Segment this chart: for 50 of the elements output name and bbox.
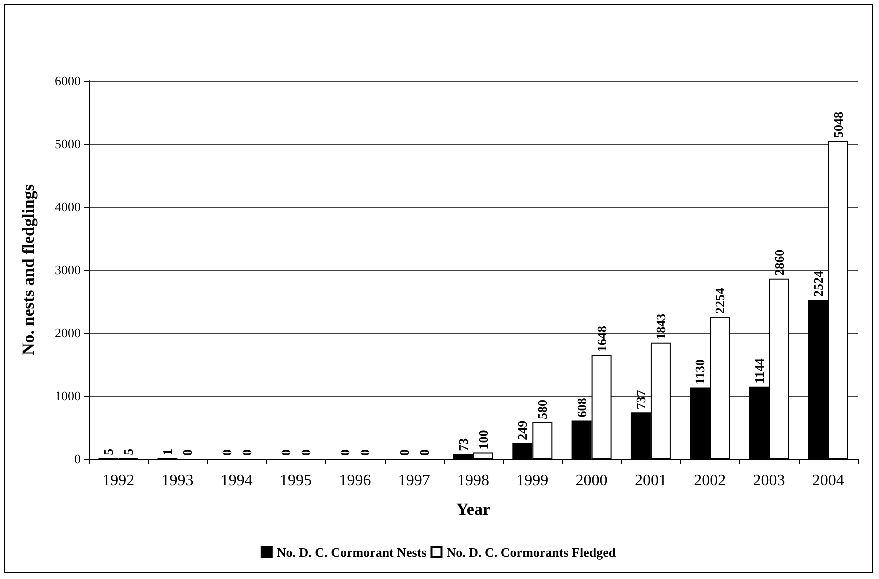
x-tick-label: 1997 xyxy=(398,472,430,490)
data-label: 1 xyxy=(160,448,176,456)
y-tick-label: 6000 xyxy=(55,74,81,88)
data-label: 0 xyxy=(219,450,234,456)
data-label: 0 xyxy=(180,450,196,456)
data-label: 2860 xyxy=(772,250,787,276)
data-label: 100 xyxy=(476,430,491,450)
y-axis-title: No. nests and fledglings xyxy=(19,184,38,356)
x-tick-label: 1998 xyxy=(458,472,490,490)
x-tick-label: 2003 xyxy=(753,472,786,490)
data-label: 2524 xyxy=(810,270,826,297)
data-label: 1648 xyxy=(594,326,610,352)
x-axis-title: Year xyxy=(456,500,491,519)
y-tick-label: 3000 xyxy=(55,262,81,278)
data-label: 580 xyxy=(535,400,550,420)
x-tick-label: 2000 xyxy=(576,472,608,490)
data-label: 0 xyxy=(338,450,353,456)
data-label: 249 xyxy=(515,420,530,440)
x-tick-label: 1999 xyxy=(516,472,549,490)
data-label: 737 xyxy=(633,390,648,410)
y-tick-label: 2000 xyxy=(55,326,81,340)
data-label: 5 xyxy=(101,448,116,456)
data-label: 5048 xyxy=(830,111,846,138)
legend-label: No. D. C. Cormorant Nests xyxy=(276,545,427,560)
data-label: 1843 xyxy=(653,313,668,340)
data-label: 0 xyxy=(278,450,294,456)
y-tick-label: 5000 xyxy=(55,136,81,152)
legend-label: No. D. C. Cormorants Fledged xyxy=(446,545,617,560)
data-label: 0 xyxy=(396,450,412,456)
x-tick-label: 1992 xyxy=(102,472,135,490)
y-tick-label: 0 xyxy=(74,452,81,466)
y-tick-label: 1000 xyxy=(55,388,81,404)
data-label: 73 xyxy=(456,438,471,452)
data-label: 0 xyxy=(358,450,373,456)
data-label: 1130 xyxy=(692,360,708,385)
data-label: 0 xyxy=(416,450,432,456)
x-tick-label: 2004 xyxy=(812,472,844,490)
x-tick-label: 1994 xyxy=(220,472,253,490)
data-label: 608 xyxy=(574,398,590,418)
x-tick-label: 1996 xyxy=(339,472,372,490)
data-label: 0 xyxy=(239,450,254,456)
data-label: 2254 xyxy=(712,288,728,314)
data-label: 5 xyxy=(121,448,136,456)
y-tick-label: 4000 xyxy=(55,200,81,214)
x-tick-label: 1993 xyxy=(162,472,194,490)
x-tick-label: 2001 xyxy=(634,472,667,490)
data-label: 1144 xyxy=(752,358,767,384)
x-tick-label: 2002 xyxy=(694,472,726,490)
x-tick-label: 1995 xyxy=(280,472,312,490)
data-label: 0 xyxy=(298,450,314,456)
